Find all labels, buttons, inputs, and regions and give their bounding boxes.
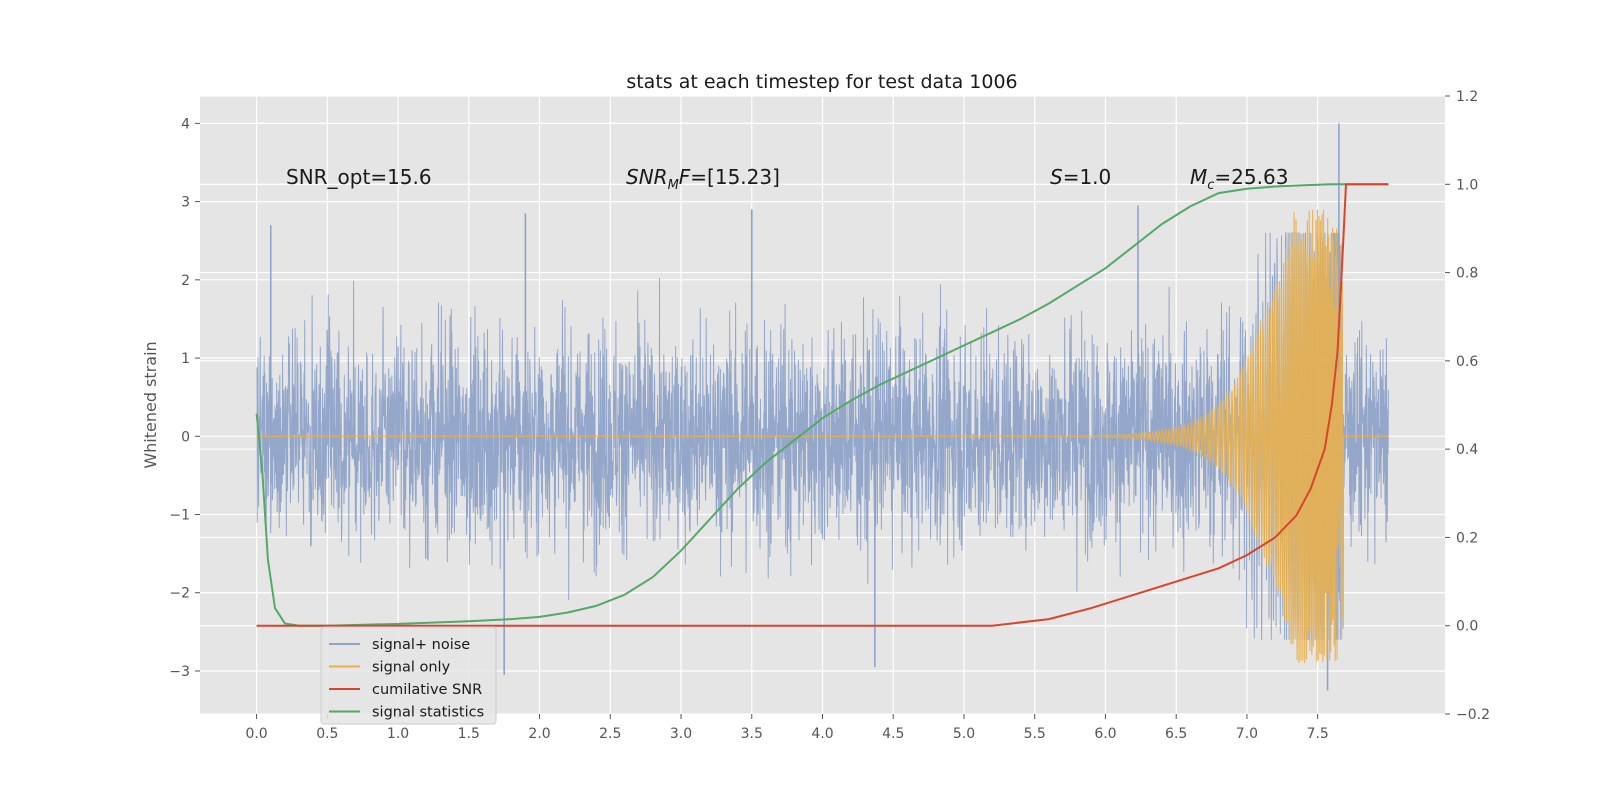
x-tick-label: 2.5 bbox=[599, 726, 621, 742]
y-tick-label: −1 bbox=[169, 508, 190, 524]
legend-box bbox=[320, 626, 497, 725]
signal-only-trace bbox=[256, 209, 1389, 664]
cumulative-snr-line bbox=[256, 183, 1389, 627]
x-tick-label: 4.0 bbox=[811, 726, 833, 742]
snr-mf-tail: =[15.23] bbox=[690, 165, 780, 189]
y2-tick-label: 1.2 bbox=[1456, 89, 1478, 105]
x-tick-label: 5.0 bbox=[953, 726, 975, 742]
x-tick-label: 0.5 bbox=[316, 726, 338, 742]
s-tail: =1.0 bbox=[1063, 165, 1112, 189]
y-axis-label: Whitened strain bbox=[141, 341, 160, 468]
chart-title: stats at each timestep for test data 100… bbox=[626, 71, 1017, 93]
line-layer bbox=[255, 183, 1389, 627]
x-tick-label: 7.5 bbox=[1307, 726, 1329, 742]
noise-trace bbox=[256, 232, 1389, 641]
y2-tick-label: 0.0 bbox=[1456, 619, 1478, 635]
snr-mf-tail-f: F bbox=[679, 165, 691, 189]
signal-statistics-line bbox=[255, 183, 1389, 627]
y2-tick-label: 0.8 bbox=[1456, 266, 1478, 282]
legend-label: signal statistics bbox=[372, 705, 484, 721]
signal-layer bbox=[256, 209, 1389, 664]
y2-tick-label: 0.2 bbox=[1456, 530, 1478, 546]
y2-tick-label: 0.4 bbox=[1456, 442, 1478, 458]
legend-label: signal+ noise bbox=[372, 637, 470, 653]
mc-tail: =25.63 bbox=[1214, 165, 1288, 189]
x-tick-label: 1.0 bbox=[387, 726, 409, 742]
s-main: S bbox=[1050, 165, 1063, 189]
mc-sub: c bbox=[1207, 178, 1214, 193]
x-tick-label: 6.5 bbox=[1165, 726, 1187, 742]
legend-label: cumilative SNR bbox=[372, 682, 482, 698]
x-tick-label: 3.0 bbox=[670, 726, 692, 742]
legend: signal+ noise signal only cumilative SNR si… bbox=[320, 626, 497, 725]
annotation-s: S=1.0 bbox=[1050, 165, 1111, 189]
y-tick-label: 3 bbox=[181, 195, 190, 211]
x-tick-label: 0.0 bbox=[245, 726, 267, 742]
x-tick-label: 3.5 bbox=[741, 726, 763, 742]
snr-mf-sub: M bbox=[668, 178, 679, 193]
annotation-mc: Mc=25.63 bbox=[1190, 165, 1288, 193]
annotation-snr-mf: SNRMF=[15.23] bbox=[626, 165, 780, 193]
x-tick-label: 2.0 bbox=[528, 726, 550, 742]
y-tick-label: 1 bbox=[181, 351, 190, 367]
y-tick-label: −2 bbox=[169, 586, 190, 602]
snr-mf-main: SNR bbox=[626, 165, 668, 189]
y2-tick-label: 0.6 bbox=[1456, 354, 1478, 370]
legend-label: signal only bbox=[372, 660, 451, 676]
x-tick-label: 4.5 bbox=[882, 726, 904, 742]
y-tick-label: −3 bbox=[169, 664, 190, 680]
y-tick-label: 0 bbox=[181, 429, 190, 445]
y-tick-label: 2 bbox=[181, 273, 190, 289]
ticks-layer: 0.0 0.5 1.0 1.5 2.0 2.5 3.0 3.5 4.0 4.5 5.0 5.5 6.0 6… bbox=[169, 89, 1490, 742]
y-tick-label: 4 bbox=[181, 116, 190, 132]
y2-tick-label: 1.0 bbox=[1456, 177, 1478, 193]
x-tick-label: 6.0 bbox=[1094, 726, 1116, 742]
x-tick-label: 5.5 bbox=[1024, 726, 1046, 742]
legend-items: signal+ noise signal only cumilative SNR si… bbox=[329, 637, 484, 721]
annotation-snr-opt: SNR_opt=15.6 bbox=[286, 165, 432, 189]
x-tick-label: 1.5 bbox=[458, 726, 480, 742]
y2-tick-label: −0.2 bbox=[1456, 707, 1490, 723]
mc-main: M bbox=[1190, 165, 1207, 189]
x-tick-label: 7.0 bbox=[1236, 726, 1258, 742]
